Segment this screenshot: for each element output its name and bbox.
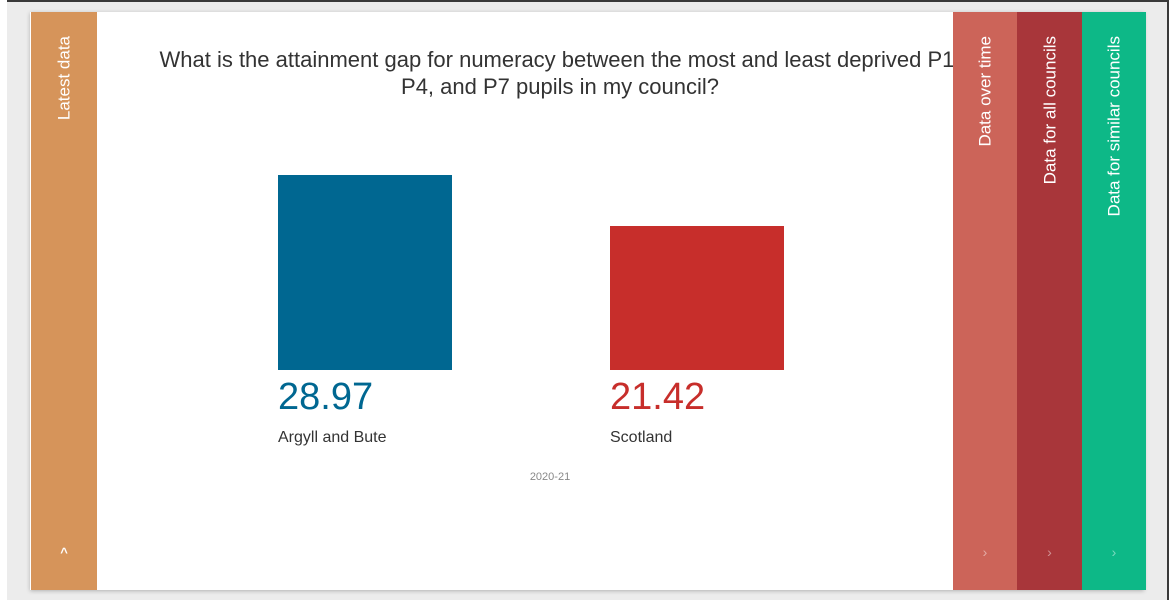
tab-data-for-similar-councils-label: Data for similar councils bbox=[1104, 36, 1124, 217]
tab-latest-data[interactable]: Latest data ^ bbox=[31, 12, 97, 590]
tab-data-for-all-councils-label: Data for all councils bbox=[1040, 36, 1059, 185]
tab-data-over-time-label: Data over time bbox=[975, 36, 995, 147]
chevron-right-icon[interactable]: › bbox=[1047, 544, 1052, 560]
tab-data-for-similar-councils[interactable]: Data for similar councils › bbox=[1082, 12, 1146, 590]
tab-latest-data-label: Latest data bbox=[54, 36, 74, 121]
chevron-right-icon[interactable]: › bbox=[1111, 544, 1117, 560]
year-label: 2020-21 bbox=[529, 471, 571, 483]
chart-question-title: What is the attainment gap for numeracy … bbox=[159, 47, 961, 99]
bar-scotland bbox=[610, 225, 784, 370]
chevron-up-icon[interactable]: ^ bbox=[60, 545, 68, 560]
value-label-scotland: 21.42 bbox=[610, 376, 706, 418]
chevron-right-icon[interactable]: › bbox=[982, 544, 988, 560]
tab-data-over-time[interactable]: Data over time › bbox=[953, 12, 1017, 590]
category-label-argyll-and-bute: Argyll and Bute bbox=[278, 429, 387, 446]
bar-argyll-and-bute bbox=[278, 175, 452, 370]
value-label-argyll-and-bute: 28.97 bbox=[278, 376, 374, 418]
category-label-scotland: Scotland bbox=[610, 429, 673, 446]
tab-data-for-all-councils[interactable]: Data for all councils › bbox=[1017, 12, 1082, 590]
